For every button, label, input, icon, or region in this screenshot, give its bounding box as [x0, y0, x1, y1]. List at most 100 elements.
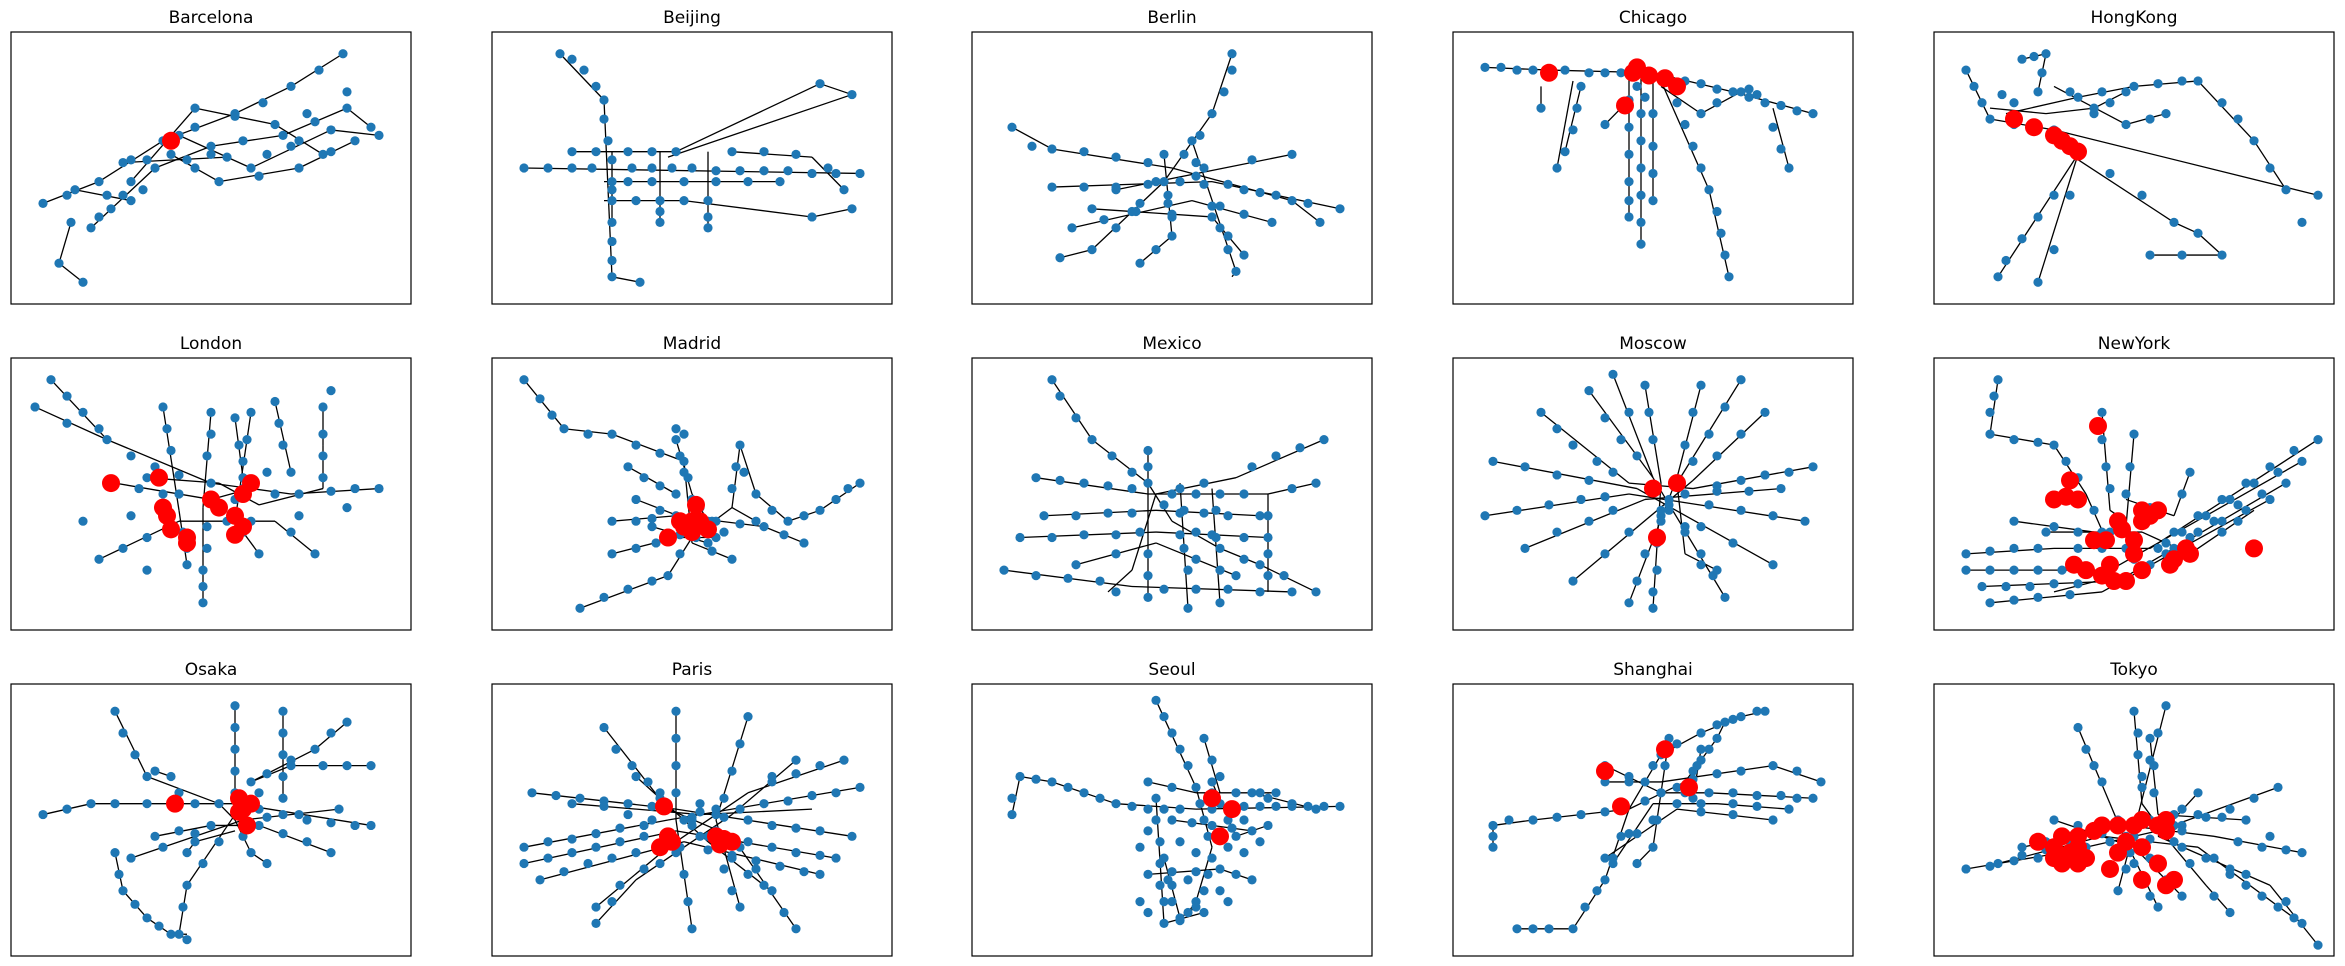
station-node [1712, 84, 1722, 94]
station-node [607, 155, 617, 165]
station-node [1544, 924, 1554, 934]
station-node [759, 147, 769, 157]
edge [811, 156, 845, 191]
station-node [847, 89, 857, 100]
hub-node [234, 517, 252, 536]
station-node [767, 886, 777, 896]
station-node [615, 823, 625, 833]
station-node [1167, 880, 1177, 890]
station-node [1087, 435, 1097, 445]
station-node [1199, 815, 1209, 825]
nodes-moscow [1480, 369, 1818, 613]
station-node [254, 820, 264, 831]
station-node [647, 513, 657, 524]
nodes-osaka [38, 701, 376, 945]
station-node [547, 410, 557, 420]
edge [2045, 107, 2095, 115]
station-node [671, 424, 681, 434]
station-node [1648, 196, 1658, 206]
station-node [647, 522, 657, 532]
station-node [1071, 560, 1081, 570]
hubs-chicago [1540, 58, 1686, 115]
edge [1011, 776, 1021, 815]
station-node [1183, 565, 1193, 575]
station-node [1672, 739, 1682, 749]
station-node [2073, 527, 2083, 537]
station-node [1183, 761, 1193, 771]
station-node [839, 185, 849, 195]
station-node [2029, 51, 2039, 62]
station-node [1552, 424, 1562, 434]
station-node [535, 875, 545, 885]
station-node [599, 801, 609, 812]
station-node [2033, 277, 2043, 287]
station-node [166, 771, 176, 782]
station-node [2089, 505, 2099, 515]
station-node [254, 788, 264, 798]
station-node [2209, 891, 2219, 901]
station-node [2209, 853, 2219, 863]
panel-title-shanghai: Shanghai [1613, 660, 1692, 680]
edge [1091, 208, 1213, 218]
station-node [1636, 163, 1646, 173]
hub-node [2133, 870, 2151, 889]
station-node [1488, 820, 1498, 831]
station-node [2289, 445, 2299, 456]
station-node [1624, 598, 1634, 608]
station-node [2121, 864, 2131, 874]
station-node [663, 571, 673, 581]
station-node [1600, 875, 1610, 885]
station-node [326, 818, 336, 828]
station-node [2049, 245, 2059, 255]
edge [2053, 444, 2087, 495]
station-node [1055, 475, 1065, 485]
station-node [1279, 571, 1289, 581]
station-node [2233, 114, 2243, 124]
station-node [1227, 823, 1237, 833]
station-node [1263, 549, 1273, 559]
station-node [2009, 543, 2019, 554]
station-node [1672, 98, 1682, 108]
station-node [1155, 858, 1165, 869]
station-node [2193, 228, 2203, 238]
station-node [791, 755, 801, 765]
hub-node [2165, 870, 2183, 889]
station-node [607, 853, 617, 863]
station-node [1135, 258, 1145, 268]
station-node [1271, 190, 1281, 200]
station-node [238, 136, 248, 146]
station-node [1696, 549, 1706, 559]
panel-frame-hongkong [1933, 31, 2335, 305]
hub-node [2069, 490, 2087, 509]
hub-node [2117, 572, 2135, 591]
edge [1219, 547, 1261, 566]
station-node [1287, 799, 1297, 809]
station-node [2001, 581, 2011, 592]
station-node [2149, 761, 2159, 771]
station-node [2217, 98, 2227, 108]
station-node [1199, 733, 1209, 744]
panel-title-moscow: Moscow [1619, 334, 1687, 354]
station-node [791, 769, 801, 779]
station-node [1608, 467, 1618, 477]
station-node [1191, 527, 1201, 537]
station-node [1159, 897, 1169, 907]
edge [1556, 80, 1574, 169]
station-node [1784, 804, 1794, 814]
station-node [1624, 829, 1634, 839]
station-node [142, 799, 152, 809]
station-node [2177, 826, 2187, 836]
station-node [1179, 543, 1189, 554]
station-node [214, 837, 224, 847]
station-node [1207, 212, 1217, 222]
panel-frame-madrid [491, 357, 893, 631]
station-node [807, 790, 817, 801]
station-node [318, 451, 328, 461]
station-node [1207, 777, 1217, 787]
station-node [791, 149, 801, 159]
station-node [1079, 530, 1089, 540]
station-node [2249, 136, 2259, 146]
station-node [743, 712, 753, 722]
station-node [1736, 505, 1746, 515]
station-node [1568, 125, 1578, 135]
